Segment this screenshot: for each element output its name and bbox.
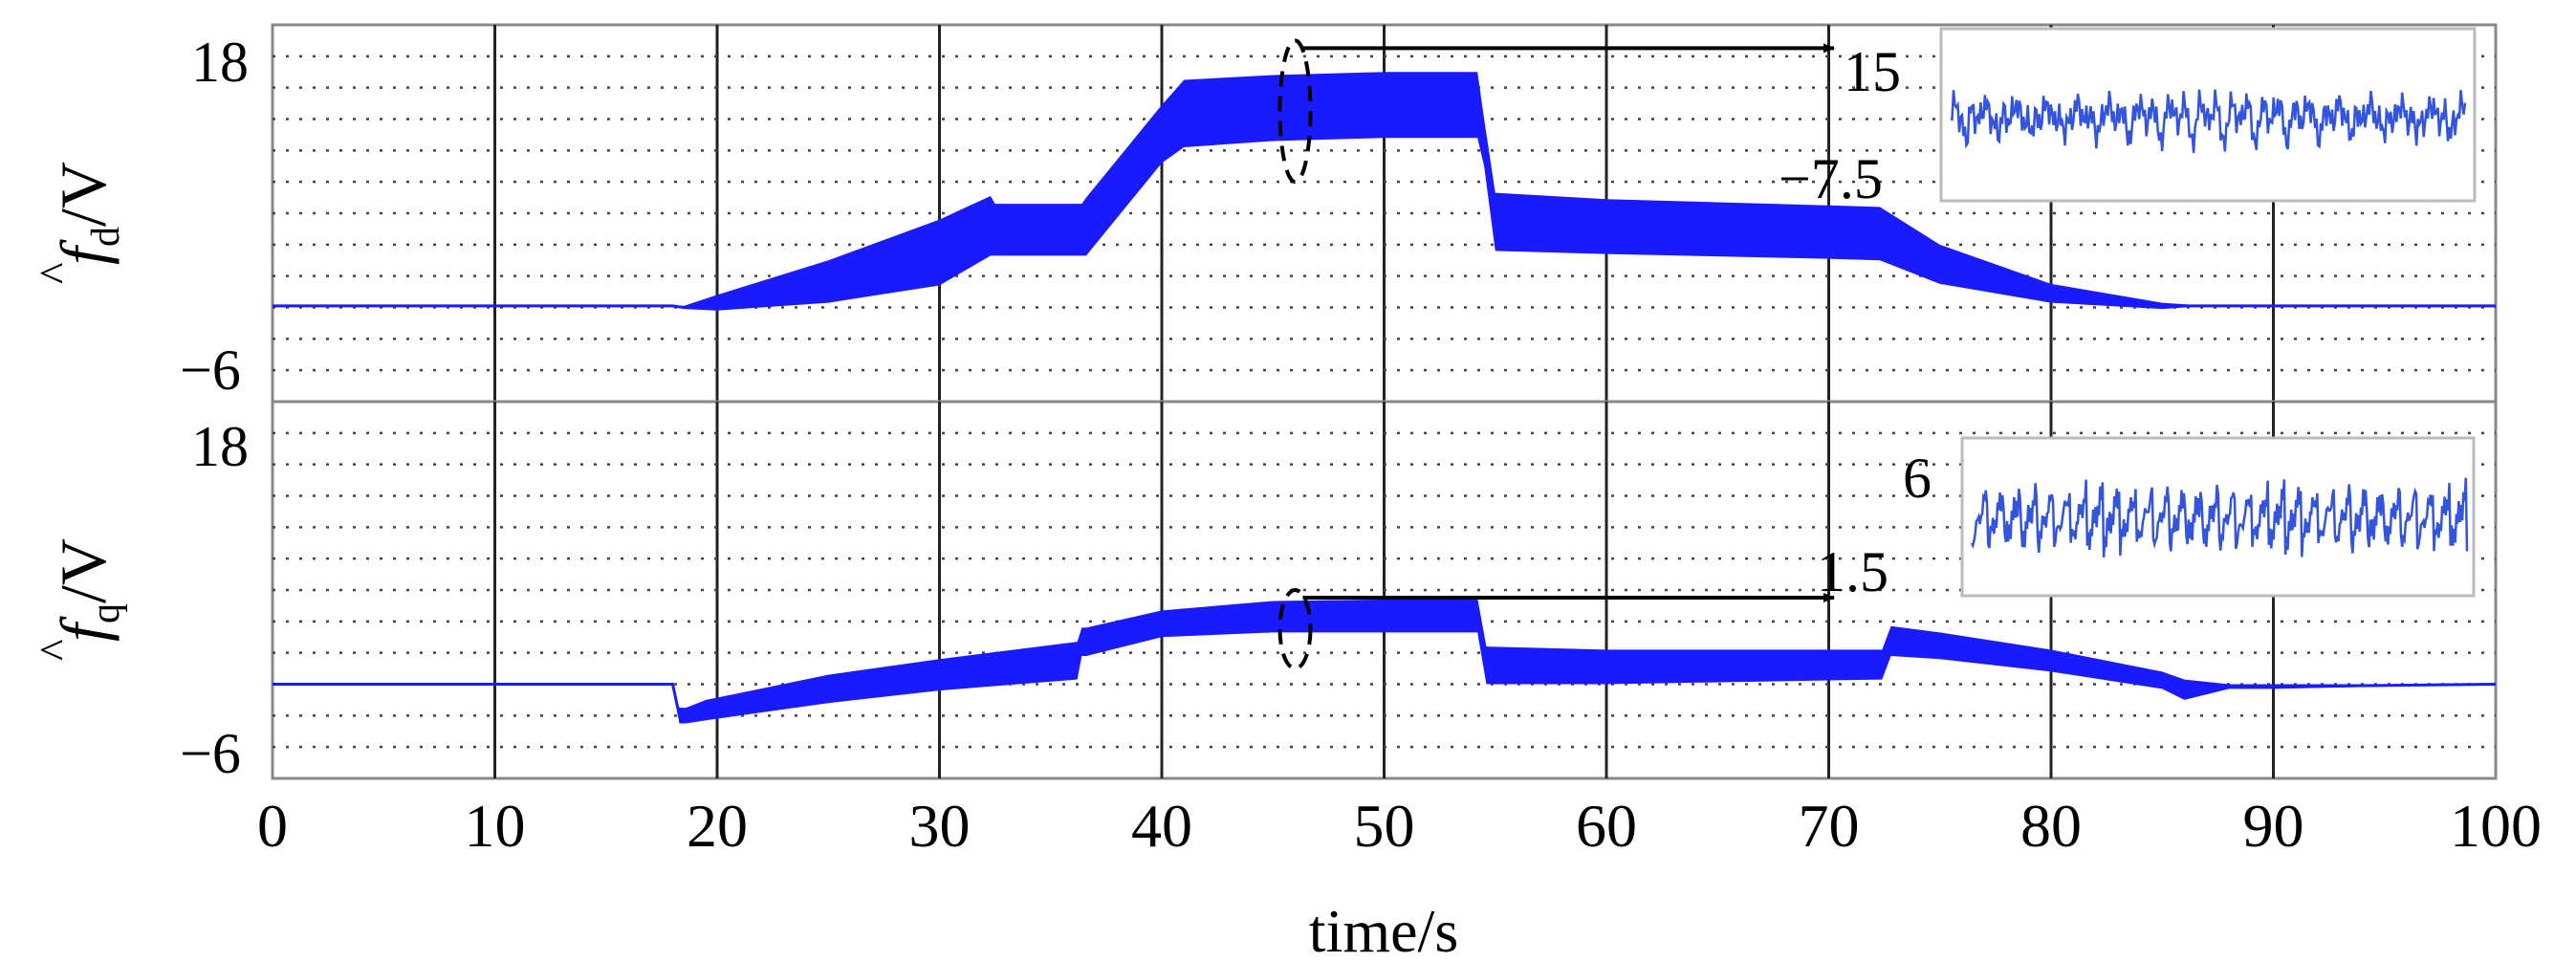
panel-fq-ylabel-subscript: q [84,603,128,623]
x-tick-label: 20 [687,792,748,860]
panel-fd-series-line [273,103,2496,310]
panel-fd-annotation-ellipse [1277,38,1313,185]
panel-fq-inset-label-high: 6 [1903,447,1932,510]
panel-fd: 18 −6 fd/V ^ 15 −7.5 [31,23,2498,404]
panel-fd-series-envelope [273,72,2496,311]
x-tick-label: 60 [1576,792,1637,860]
x-tick-label: 30 [909,792,971,860]
svg-text:fd/V: fd/V [47,162,128,265]
panel-fd-inset-label-high: 15 [1844,40,1901,103]
panel-fd-ytick-top: 18 [191,31,249,94]
panel-fd-ytick-bottom: −6 [180,339,241,402]
x-tick-label: 50 [1354,792,1415,860]
panel-fd-inset-label-low: −7.5 [1779,147,1883,210]
x-tick-label: 100 [2450,792,2542,860]
panel-fq-ylabel-unit: /V [47,538,120,603]
x-tick-label: 10 [465,792,526,860]
x-axis-ticks: 0 10 20 30 40 50 60 70 80 90 100 [257,792,2542,860]
panel-fq-annotation-ellipse [1277,588,1313,671]
panel-fq-ylabel: fq/V ^ [31,538,128,661]
x-tick-label: 0 [257,792,288,860]
panel-fd-inset-waveform [1950,89,2467,153]
panel-fd-ylabel-subscript: d [84,227,128,247]
panel-fd-ylabel: fd/V ^ [31,162,128,284]
x-tick-label: 90 [2243,792,2304,860]
panel-fd-inset: 15 −7.5 [1779,27,2477,210]
panel-fd-ylabel-hat: ^ [31,262,81,284]
panel-fq: 18 −6 fq/V ^ 6 1.5 [31,400,2498,785]
panel-fq-inset: 6 1.5 [1817,436,2476,603]
panel-fq-inset-label-low: 1.5 [1817,540,1888,603]
panel-fq-ytick-bottom: −6 [180,722,241,785]
x-tick-label: 70 [1799,792,1860,860]
panel-fq-ylabel-hat: ^ [31,639,81,661]
svg-text:fq/V: fq/V [47,538,128,642]
panel-fq-series-envelope [273,598,2496,724]
x-tick-label: 40 [1131,792,1192,860]
x-tick-label: 80 [2020,792,2082,860]
panel-fd-ylabel-unit: /V [47,162,120,227]
x-axis-label: time/s [1309,897,1458,962]
panel-fq-inset-waveform [1970,477,2469,558]
panel-fq-ytick-top: 18 [191,415,249,478]
panel-fq-series-line [273,613,2497,717]
